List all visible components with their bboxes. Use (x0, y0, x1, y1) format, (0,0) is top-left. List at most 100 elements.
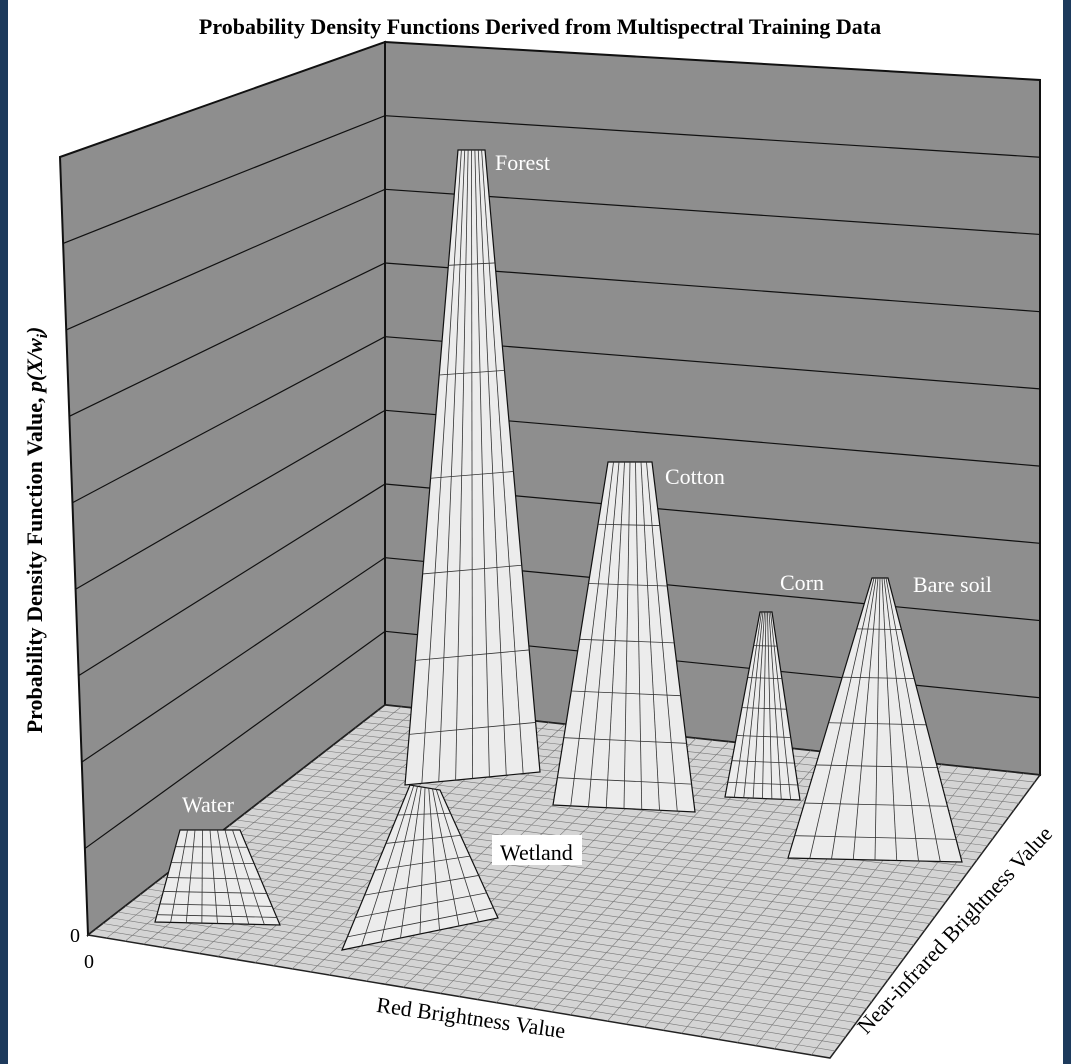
peak-surface (552, 461, 696, 813)
peak-line (623, 461, 631, 809)
grid-line (607, 753, 844, 1022)
peak-line (432, 788, 460, 927)
z-label-math: p(X/w (22, 338, 47, 394)
peak-line (415, 649, 530, 661)
peak-line (736, 735, 791, 738)
z-axis-label: Probability Density Function Value, p(X/… (22, 327, 51, 734)
peak-line (474, 149, 490, 777)
peak-line (767, 611, 773, 799)
z-label-sub: i (35, 333, 51, 338)
grid-line (514, 745, 762, 1006)
grid-line (251, 808, 946, 903)
peak-line (828, 722, 927, 726)
peak-label: Forest (495, 150, 550, 175)
peak-line (794, 835, 957, 840)
peak-line (347, 907, 494, 938)
wall-line (69, 262, 386, 417)
peak-label: Corn (780, 570, 824, 595)
peak-line (831, 577, 877, 860)
grid-line (258, 802, 951, 896)
peak-line (448, 262, 496, 266)
wall-line (84, 630, 386, 850)
peak-line (455, 149, 469, 781)
peak-surface (404, 149, 541, 786)
peak-line (646, 461, 678, 812)
wall-line (78, 483, 386, 677)
peak-line (217, 829, 234, 924)
peak-line (380, 786, 418, 943)
peak-line (747, 677, 782, 680)
grid-line (243, 813, 941, 910)
peak-line (731, 760, 795, 764)
peak-label: Water (182, 792, 235, 817)
peak-surface (724, 611, 801, 801)
grid-line (774, 769, 992, 1049)
peak-label: Cotton (665, 464, 725, 489)
peak-line (201, 829, 203, 924)
peak-line (361, 785, 415, 947)
z-label-text: Probability Density Function Value, (22, 392, 47, 733)
peak-line (635, 461, 643, 810)
peak-line (571, 690, 681, 697)
peak-line (385, 834, 461, 844)
peak-line (770, 611, 792, 800)
peak-line (428, 788, 440, 931)
peak-line (768, 611, 782, 800)
peak-line (422, 564, 522, 575)
grid-line (266, 796, 957, 889)
wall-line (65, 188, 386, 331)
peak-line (883, 577, 919, 862)
wall-line (384, 115, 1041, 158)
peak-line (885, 577, 941, 862)
peak-surface (341, 784, 499, 951)
peak-line (170, 829, 188, 923)
peak-line (481, 149, 524, 774)
peak-line (159, 903, 273, 907)
peak-label: Wetland (500, 840, 573, 865)
peak-line (175, 846, 248, 848)
peak-line (163, 891, 267, 894)
peak-line (209, 829, 218, 924)
peak-line (743, 611, 764, 798)
peak (341, 784, 499, 951)
grid-line (273, 790, 962, 882)
peak (404, 149, 541, 786)
peak-label: Bare soil (913, 572, 992, 597)
z-tick-label: 0 (70, 925, 80, 947)
peak-line (605, 461, 625, 808)
peak-line (374, 855, 471, 871)
peak-line (741, 707, 787, 710)
grid-line (495, 743, 746, 1003)
title: Probability Density Functions Derived fr… (199, 14, 881, 39)
peak-line (570, 461, 614, 806)
peak-line (224, 829, 250, 925)
peak-line (579, 638, 675, 644)
peak-surface (787, 577, 963, 863)
wall-line (72, 336, 386, 504)
peak (552, 461, 696, 813)
peak-line (421, 149, 462, 784)
wall-line (75, 409, 386, 590)
peak-line (752, 611, 765, 799)
peak-surface (154, 829, 281, 926)
peak-line (171, 862, 255, 865)
peaks (154, 149, 963, 951)
z-label-end: ) (22, 327, 47, 336)
peak-line (477, 149, 507, 776)
peak-line (640, 461, 660, 811)
peak (787, 577, 963, 863)
wall-line (384, 188, 1041, 236)
peak-line (156, 914, 277, 918)
peak-line (809, 577, 875, 859)
peak-line (232, 829, 265, 925)
peak-line (364, 875, 479, 896)
grid-line (811, 773, 1024, 1056)
peak-line (588, 583, 668, 587)
peak-line (588, 461, 620, 807)
peak-line (874, 577, 881, 861)
peak-line (439, 369, 505, 376)
peak-line (762, 611, 767, 799)
peak-line (852, 577, 879, 860)
peak-line (727, 781, 798, 786)
